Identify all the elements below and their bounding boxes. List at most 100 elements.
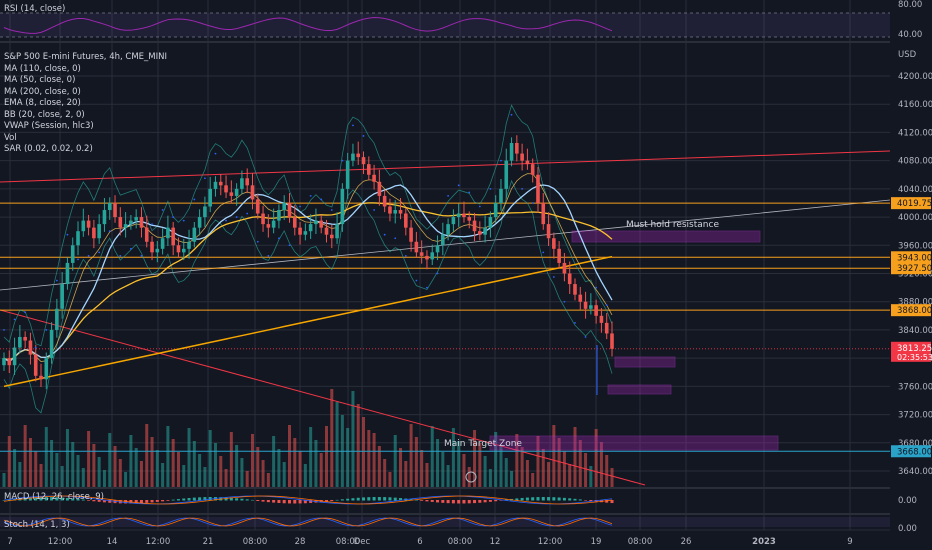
volume-bar: [441, 452, 445, 488]
volume-bar: [573, 427, 577, 488]
volume-bar: [102, 470, 106, 488]
candle-body: [118, 217, 123, 228]
volume-bar: [245, 471, 249, 488]
candle-body: [65, 262, 70, 285]
sar-dot: [108, 230, 111, 233]
volume-bar: [319, 453, 323, 488]
legend-item-ma50: MA (50, close, 0): [4, 75, 76, 85]
stoch-k: [3, 517, 613, 527]
sar-dot: [98, 251, 101, 254]
candle-body: [240, 178, 244, 189]
macd-histogram-bar: [229, 497, 233, 501]
ema8-line: [3, 173, 613, 362]
candle-body: [245, 178, 249, 186]
time-axis-bg: [0, 532, 890, 550]
macd-histogram-bar: [356, 497, 360, 501]
volume-bar: [362, 417, 366, 488]
candle-body: [218, 181, 223, 186]
candle-body: [483, 227, 487, 235]
volume-bar: [277, 449, 281, 488]
candle-body: [229, 192, 234, 196]
macd-histogram-bar: [457, 500, 461, 504]
macd-histogram-bar: [298, 500, 302, 504]
volume-bar: [219, 456, 223, 488]
volume-bar: [504, 458, 508, 488]
macd-histogram-bar: [266, 500, 270, 503]
sar-dot: [426, 286, 428, 289]
price-level-tag-label: 4019.75: [897, 199, 932, 209]
sar-dot: [510, 113, 513, 116]
macd-histogram-bar: [393, 497, 397, 501]
macd-histogram-bar: [578, 499, 582, 501]
volume-bar: [457, 441, 461, 488]
volume-bar: [499, 445, 503, 488]
volume-bar: [425, 463, 429, 488]
volume-bar: [2, 473, 6, 488]
volume-bar: [451, 428, 455, 488]
macd-histogram-bar: [420, 500, 424, 501]
candle-body: [372, 174, 376, 182]
sar-dot: [45, 329, 48, 331]
volume-bar: [610, 468, 614, 488]
sar-dot: [66, 233, 69, 236]
candle-body: [324, 227, 329, 235]
macd-histogram-bar: [303, 500, 307, 504]
macd-histogram-bar: [589, 500, 593, 502]
macd-histogram-bar: [520, 497, 524, 501]
candle-body: [155, 248, 160, 253]
time-tick-label: 9: [847, 537, 852, 547]
sar-dot: [193, 198, 196, 201]
volume-bar: [483, 456, 487, 488]
macd-histogram-bar: [7, 499, 11, 501]
candle-body: [92, 227, 96, 239]
candle-body: [102, 210, 107, 225]
macd-histogram-bar: [203, 497, 207, 501]
volume-bar: [155, 450, 159, 488]
candle-body: [60, 284, 64, 309]
macd-histogram-bar: [34, 497, 38, 501]
price-tick-label: 4120.00: [898, 128, 932, 138]
volume-bar: [594, 429, 598, 488]
volume-bar: [182, 465, 186, 488]
sar-dot: [182, 219, 185, 222]
candle-body: [107, 202, 112, 211]
macd-line: [3, 495, 613, 505]
volume-bar: [547, 462, 551, 488]
candle-body: [134, 217, 138, 221]
macd-histogram-bar: [436, 500, 440, 503]
sar-dot: [299, 205, 301, 208]
macd-histogram-bar: [573, 498, 577, 501]
volume-bar: [34, 451, 38, 488]
candle-body: [441, 234, 445, 246]
macd-histogram-bar: [383, 497, 387, 501]
resistance-zone: [571, 230, 761, 243]
candle-body: [171, 227, 175, 246]
time-tick-label: 19: [591, 537, 602, 547]
macd-histogram-bar: [362, 497, 366, 501]
sar-dot: [129, 247, 132, 250]
price-tick-label: 4200.00: [898, 72, 932, 82]
sar-dot: [552, 276, 555, 278]
volume-bar: [446, 465, 450, 488]
stoch-d: [3, 517, 613, 527]
macd-histogram-bar: [187, 498, 191, 501]
price-level-tag-label: 3668.00: [897, 447, 932, 457]
sar-dot: [341, 159, 344, 162]
candle-body: [197, 217, 202, 228]
candle-body: [28, 340, 33, 355]
macd-histogram-bar: [76, 498, 80, 501]
volume-bar: [39, 464, 43, 488]
candle-body: [18, 336, 22, 348]
volume-bar: [372, 433, 376, 488]
volume-bar: [81, 468, 85, 488]
price-tick-label: 3880.00: [898, 298, 932, 308]
macd-histogram-bar: [536, 497, 540, 501]
sar-dot: [288, 244, 291, 247]
candle-body: [578, 294, 583, 302]
time-tick-label: 2023: [752, 537, 776, 547]
sar-dot: [24, 311, 27, 314]
macd-histogram-bar: [134, 500, 138, 504]
sar-dot: [574, 321, 576, 324]
sar-dot: [457, 184, 460, 187]
